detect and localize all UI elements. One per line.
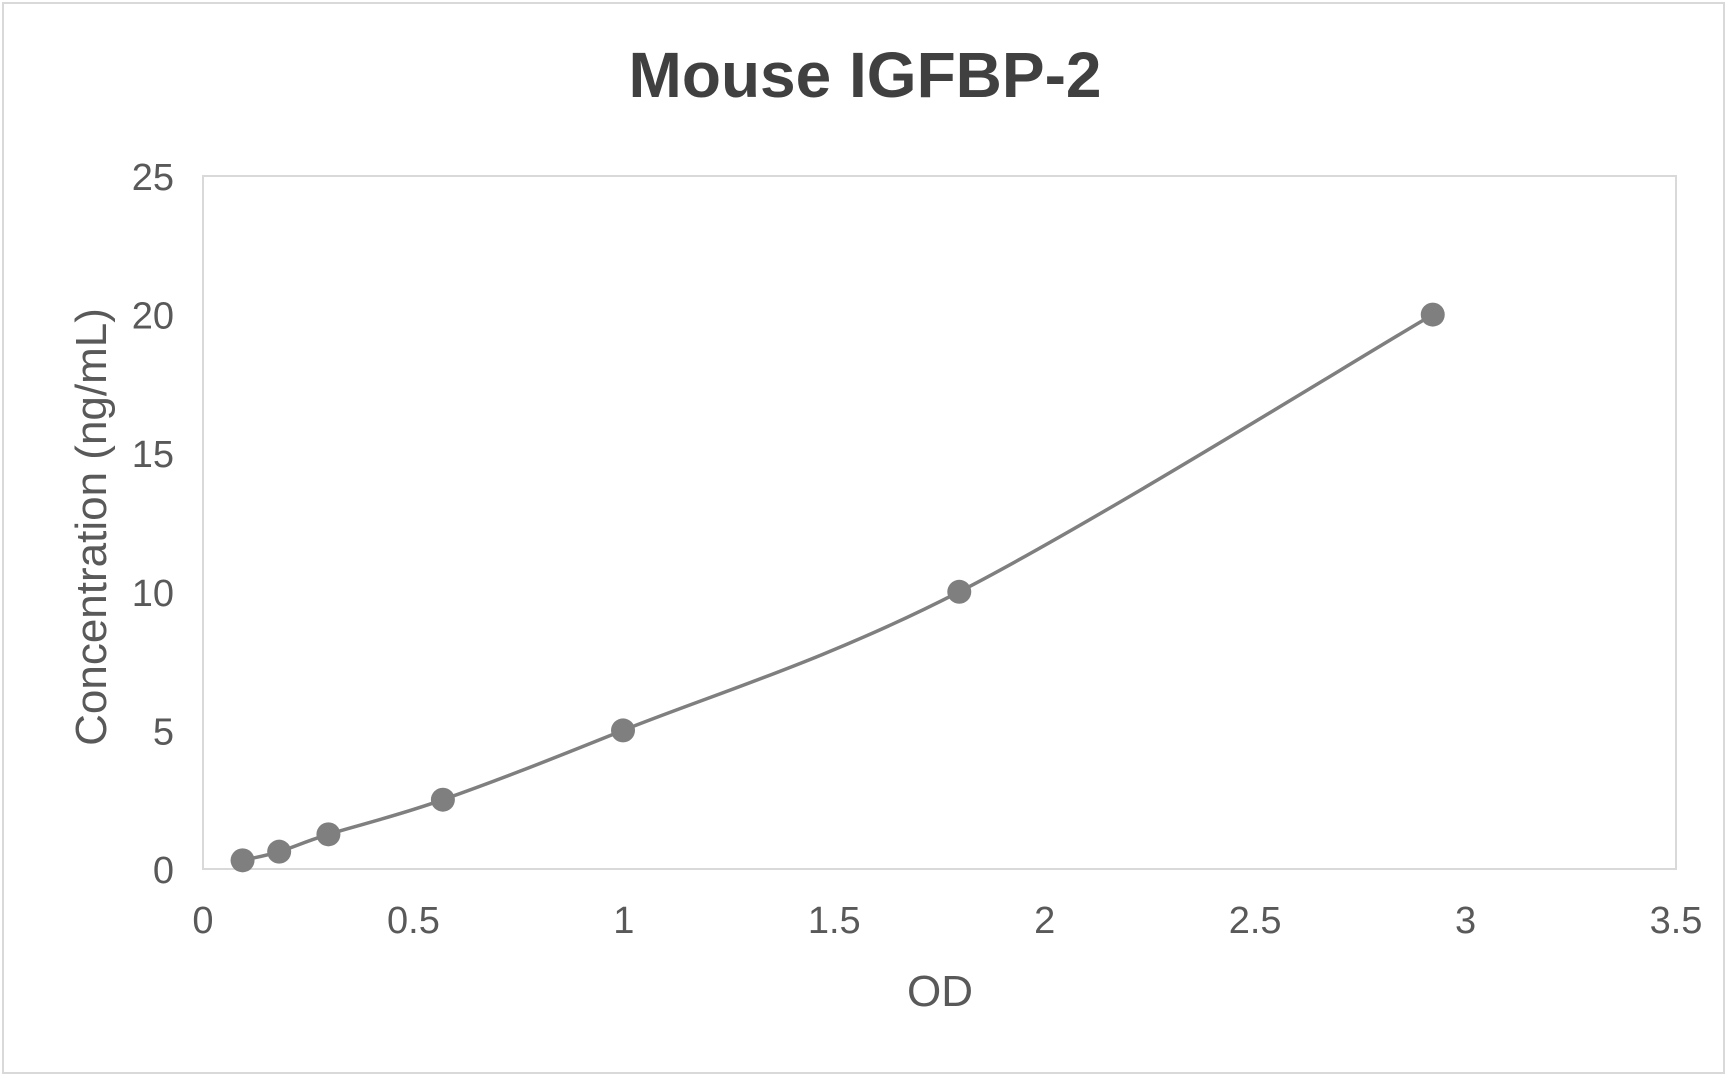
x-tick-label: 3 <box>1455 900 1476 942</box>
x-tick-label: 1.5 <box>808 900 861 942</box>
data-point-marker <box>230 848 255 873</box>
data-point-marker <box>316 822 341 847</box>
y-tick-label: 10 <box>132 573 174 615</box>
data-point-marker <box>611 718 636 743</box>
y-tick-label: 15 <box>132 434 174 476</box>
series-markers <box>230 302 1445 873</box>
y-tick-label: 25 <box>132 157 174 199</box>
y-axis-label: Concentration (ng/mL) <box>67 308 116 746</box>
data-point-marker <box>430 787 455 812</box>
series-line <box>240 312 1435 863</box>
data-point-marker <box>947 579 972 604</box>
y-tick-label: 0 <box>153 850 174 892</box>
x-tick-label: 1 <box>613 900 634 942</box>
x-tick-label: 0.5 <box>387 900 440 942</box>
x-tick-label: 2 <box>1034 900 1055 942</box>
x-axis-label: OD <box>907 967 973 1016</box>
y-tick-label: 5 <box>153 711 174 753</box>
plot-area <box>202 175 1677 870</box>
data-point-marker <box>267 839 292 864</box>
chart-title: Mouse IGFBP-2 <box>629 39 1102 111</box>
x-axis-ticks: 0 0.5 1 1.5 2 2.5 3 3.5 <box>192 900 1702 942</box>
y-axis-ticks: 0 5 10 15 20 25 <box>132 157 174 892</box>
x-tick-label: 2.5 <box>1229 900 1282 942</box>
data-point-marker <box>1420 302 1445 327</box>
x-tick-label: 0 <box>192 900 213 942</box>
y-tick-label: 20 <box>132 296 174 338</box>
x-tick-label: 3.5 <box>1650 900 1703 942</box>
